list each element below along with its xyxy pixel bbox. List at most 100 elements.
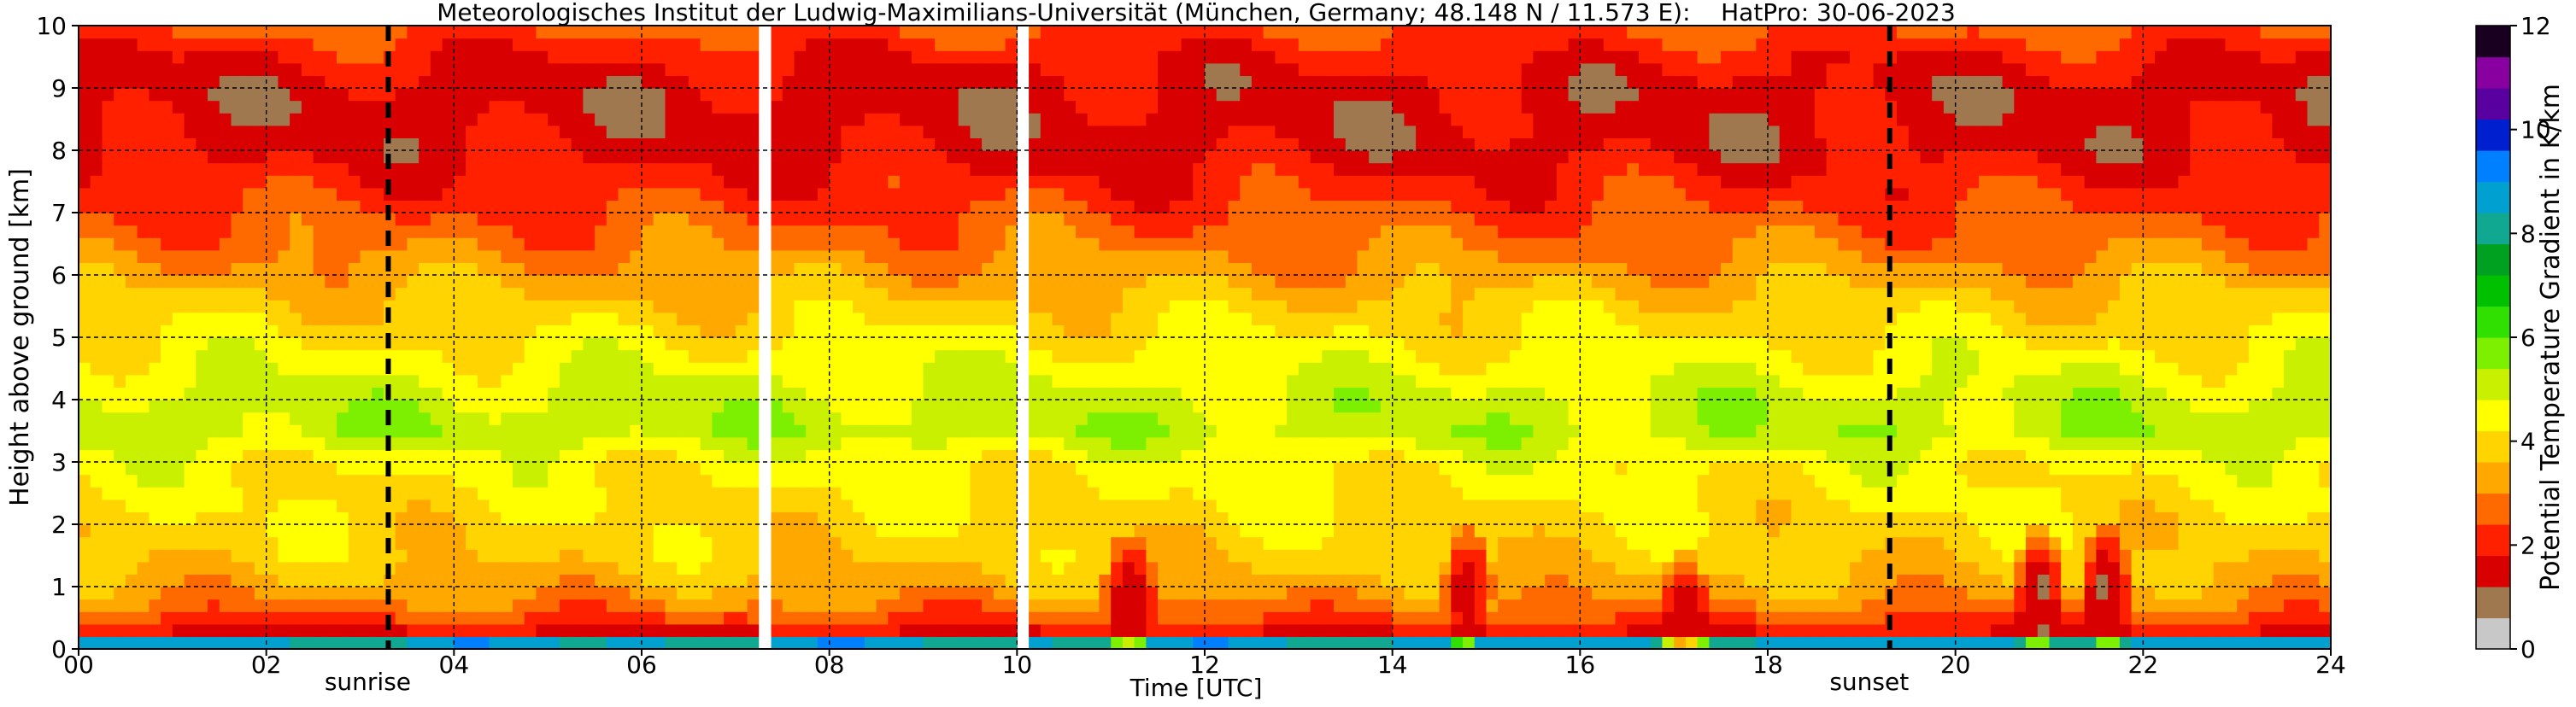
heatmap-cell	[125, 511, 138, 525]
heatmap-cell	[958, 88, 971, 102]
heatmap-cell	[853, 524, 866, 538]
heatmap-cell	[419, 587, 431, 600]
heatmap-cell	[454, 487, 466, 500]
heatmap-cell	[1064, 424, 1077, 438]
heatmap-cell	[125, 225, 138, 238]
heatmap-cell	[688, 50, 701, 64]
heatmap-cell	[782, 436, 795, 450]
heatmap-cell	[595, 150, 607, 164]
heatmap-cell	[1205, 62, 1218, 76]
heatmap-cell	[618, 237, 631, 251]
heatmap-cell	[1158, 187, 1171, 201]
heatmap-cell	[337, 287, 349, 301]
heatmap-cell	[149, 38, 161, 51]
heatmap-cell	[313, 175, 326, 189]
heatmap-cell	[278, 150, 290, 164]
heatmap-cell	[688, 449, 701, 463]
heatmap-cell	[1251, 424, 1265, 438]
heatmap-cell	[700, 262, 713, 276]
heatmap-cell	[454, 249, 466, 263]
heatmap-cell	[489, 50, 502, 64]
heatmap-cell	[806, 449, 819, 463]
heatmap-cell	[442, 137, 455, 151]
heatmap-cell	[254, 349, 267, 363]
heatmap-cell	[149, 62, 161, 76]
heatmap-cell	[1029, 424, 1042, 438]
heatmap-cell	[1263, 362, 1276, 376]
heatmap-cell	[935, 275, 948, 289]
heatmap-cell	[1134, 249, 1147, 263]
heatmap-cell	[337, 487, 349, 500]
heatmap-cell	[1134, 113, 1147, 126]
heatmap-cell	[161, 38, 173, 51]
heatmap-cell	[325, 549, 337, 563]
heatmap-cell	[266, 137, 279, 151]
heatmap-cell	[266, 150, 279, 164]
heatmap-cell	[1228, 400, 1241, 413]
heatmap-cell	[935, 137, 948, 151]
heatmap-cell	[536, 75, 549, 89]
heatmap-cell	[595, 623, 607, 637]
heatmap-cell	[806, 237, 819, 251]
heatmap-cell	[864, 75, 877, 89]
heatmap-cell	[1087, 374, 1100, 388]
heatmap-cell	[79, 587, 91, 600]
heatmap-cell	[1134, 38, 1147, 51]
heatmap-cell	[935, 312, 948, 325]
heatmap-cell	[829, 287, 842, 301]
heatmap-cell	[571, 462, 584, 476]
heatmap-cell	[419, 324, 431, 338]
heatmap-cell	[325, 611, 337, 625]
heatmap-cell	[782, 599, 795, 612]
heatmap-cell	[841, 225, 854, 238]
heatmap-cell	[1228, 237, 1241, 251]
heatmap-cell	[208, 574, 220, 587]
heatmap-cell	[114, 75, 126, 89]
heatmap-cell	[1228, 75, 1241, 89]
heatmap-cell	[853, 137, 866, 151]
heatmap-cell	[947, 524, 959, 538]
heatmap-cell	[1029, 349, 1042, 363]
heatmap-cell	[196, 436, 208, 450]
heatmap-cell	[313, 387, 326, 400]
heatmap-cell	[454, 524, 466, 538]
heatmap-cell	[876, 262, 889, 276]
heatmap-cell	[208, 511, 220, 525]
heatmap-cell	[853, 487, 866, 500]
heatmap-cell	[278, 474, 290, 488]
heatmap-cell	[1040, 125, 1053, 138]
heatmap-cell	[630, 337, 643, 351]
heatmap-cell	[583, 150, 596, 164]
heatmap-cell	[219, 412, 232, 425]
heatmap-cell	[1181, 213, 1194, 226]
heatmap-cell	[149, 636, 161, 650]
heatmap-cell	[806, 599, 819, 612]
heatmap-cell	[184, 400, 197, 413]
heatmap-cell	[864, 462, 877, 476]
heatmap-cell	[219, 387, 232, 400]
heatmap-cell	[90, 237, 103, 251]
heatmap-cell	[618, 623, 631, 637]
heatmap-cell	[618, 362, 631, 376]
heatmap-cell	[1158, 449, 1171, 463]
heatmap-cell	[454, 50, 466, 64]
heatmap-cell	[114, 62, 126, 76]
heatmap-cell	[243, 412, 255, 425]
heatmap-cell	[231, 150, 244, 164]
heatmap-cell	[301, 200, 314, 213]
heatmap-cell	[1040, 462, 1053, 476]
heatmap-cell	[958, 524, 971, 538]
heatmap-cell	[184, 225, 197, 238]
heatmap-cell	[1099, 324, 1112, 338]
heatmap-cell	[325, 125, 337, 138]
heatmap-cell	[829, 162, 842, 176]
heatmap-cell	[137, 237, 150, 251]
heatmap-cell	[1205, 50, 1218, 64]
heatmap-cell	[583, 38, 596, 51]
heatmap-cell	[348, 362, 361, 376]
heatmap-cell	[1251, 549, 1265, 563]
heatmap-cell	[137, 549, 150, 563]
heatmap-cell	[911, 26, 924, 39]
heatmap-cell	[993, 187, 1006, 201]
heatmap-cell	[653, 549, 666, 563]
